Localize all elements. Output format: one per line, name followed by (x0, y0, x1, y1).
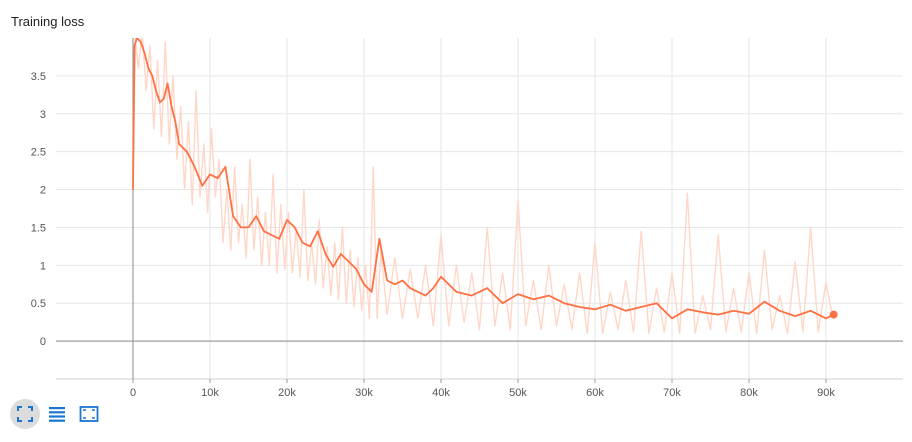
x-tick-label: 80k (740, 387, 758, 399)
y-tick-label: 1 (40, 260, 46, 272)
expand-icon (17, 406, 33, 422)
x-tick-label: 0 (130, 387, 136, 399)
y-tick-label: 3 (40, 109, 46, 121)
y-tick-label: 1.5 (31, 222, 46, 234)
y-tick-label: 0.5 (31, 298, 46, 310)
last-point-marker[interactable] (829, 310, 838, 319)
smoothed-loss-line[interactable] (132, 38, 835, 320)
x-tick-label: 40k (432, 387, 450, 399)
axes (56, 38, 903, 383)
list-icon (49, 407, 65, 422)
x-tick-label: 10k (201, 387, 219, 399)
x-tick-label: 20k (278, 387, 296, 399)
x-tick-label: 90k (817, 387, 835, 399)
y-tick-label: 3.5 (31, 71, 46, 83)
y-tick-label: 2 (40, 185, 46, 197)
fit-domain-icon (79, 406, 99, 422)
toggle-log-scale-button[interactable] (42, 399, 72, 429)
x-tick-label: 70k (663, 387, 681, 399)
tick-labels: 0 10k 20k 30k 40k 50k 60k 70k 80k 90k 0 0.5 1 1.5 2 2.5… (31, 71, 836, 399)
y-tick-label: 0 (40, 336, 46, 348)
chart-title: Training loss (11, 14, 85, 29)
x-tick-label: 50k (509, 387, 527, 399)
expand-chart-button[interactable] (10, 399, 40, 429)
x-tick-label: 60k (586, 387, 604, 399)
fit-domain-button[interactable] (74, 399, 104, 429)
raw-loss-line[interactable] (132, 30, 833, 335)
series[interactable] (132, 30, 838, 335)
x-tick-label: 30k (355, 387, 373, 399)
chart-toolbar (10, 399, 104, 429)
y-tick-label: 2.5 (31, 147, 46, 159)
grid (56, 38, 903, 379)
